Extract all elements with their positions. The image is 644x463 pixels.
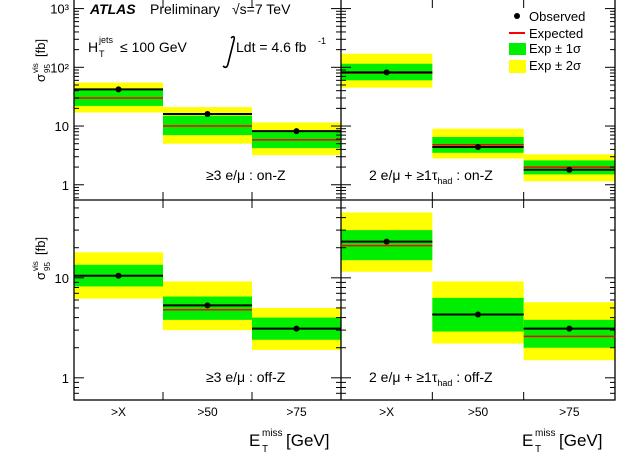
x-title-left-e: E [249,431,260,450]
observed-marker [293,128,300,135]
y-tick-label: 10 [55,271,69,286]
x-tick-label: >50 [197,405,218,419]
x-title-left-unit: [GeV] [286,431,329,450]
ht-cut-sup: jets [98,35,114,45]
bands-layer [74,53,615,361]
x-title-right-sup: miss [535,428,556,439]
legend-band1-label: Exp ± 1σ [529,41,581,56]
x-title-left-sub: T [262,444,268,455]
y-title-bottom-sub: 95 [43,262,52,271]
energy-label: √s=7 TeV [232,1,291,17]
y-tick-label: 10² [50,60,69,75]
y-title-top-sup: vis [31,63,40,73]
observed-marker [383,238,390,245]
x-axis-title-left: E miss T [GeV] [249,428,329,455]
x-title-right-sub: T [535,444,541,455]
y-axis-title-bottom: σ vis 95 [fb] [31,237,52,280]
ht-cut-label: H [88,39,98,55]
observed-marker [475,143,481,150]
integral-sign-icon [222,35,236,69]
panel-label-top-right: 2 e/μ + ≥1τhad : on-Z [369,167,493,186]
status-label: Preliminary [150,1,220,17]
observed-marker [293,325,300,332]
y-axis-title-top: σ vis 95 [fb] [31,39,52,82]
x-tick-label: >75 [286,405,307,419]
y-title-bottom-unit: [fb] [33,237,48,255]
observed-marker [475,311,481,318]
observed-marker [383,69,390,76]
ticks-layer: >X >50 >75 >X >50 >75 1 10 10² 10³ 1 10 [50,0,616,419]
lumi-label: Ldt = 4.6 fb [236,39,307,55]
x-tick-label: >X [379,405,394,419]
y-title-bottom-sup: vis [31,261,40,271]
panel-label-top-right-suffix: : on-Z [452,167,493,183]
observed-marker [204,302,211,309]
x-tick-label: >X [111,405,126,419]
x-axis-title-right: E miss T [GeV] [522,428,602,455]
legend: Observed Expected Exp ± 1σ Exp ± 2σ [509,9,585,73]
panel-label-bottom-right-suffix: : off-Z [452,369,493,385]
observed-marker [204,111,211,118]
panel-label-top-right-sub: had [437,176,452,186]
panel-label-bottom-right-sub: had [437,378,452,388]
markers-layer [74,69,615,338]
experiment-label: ATLAS [89,1,136,17]
legend-observed-label: Observed [529,9,585,24]
x-title-right-unit: [GeV] [559,431,602,450]
band1-rect [523,319,615,348]
panel-label-top-left: ≥3 e/μ : on-Z [206,167,286,183]
y-title-top-sigma: σ [33,74,48,82]
lumi-exp: -1 [318,36,326,46]
y-tick-label: 10³ [50,2,69,17]
x-tick-label: >50 [468,405,489,419]
panel-label-top-right-main: 2 e/μ + ≥1τ [369,167,438,183]
observed-marker [115,86,122,93]
observed-marker [566,166,573,173]
panel-label-bottom-right-main: 2 e/μ + ≥1τ [369,369,438,385]
ht-cut-sub: T [99,49,105,59]
observed-marker [115,272,122,279]
y-title-top-sub: 95 [43,64,52,73]
x-tick-label: >75 [559,405,580,419]
panel-label-bottom-left: ≥3 e/μ : off-Z [206,369,286,385]
y-tick-label: 1 [62,178,69,193]
legend-band2-label: Exp ± 2σ [529,58,581,73]
legend-band1-swatch [509,43,526,55]
legend-expected-label: Expected [529,26,583,41]
panel-label-bottom-right: 2 e/μ + ≥1τhad : off-Z [369,369,493,388]
x-title-right-e: E [522,431,533,450]
legend-band2-swatch [509,60,526,73]
y-tick-label: 10 [55,119,69,134]
ht-cut-value: ≤ 100 GeV [120,39,187,55]
y-tick-label: 1 [62,371,69,386]
observed-marker [566,325,573,332]
y-title-bottom-sigma: σ [33,272,48,280]
legend-observed-marker [514,13,520,19]
y-title-top-unit: [fb] [33,39,48,57]
x-title-left-sup: miss [262,428,283,439]
